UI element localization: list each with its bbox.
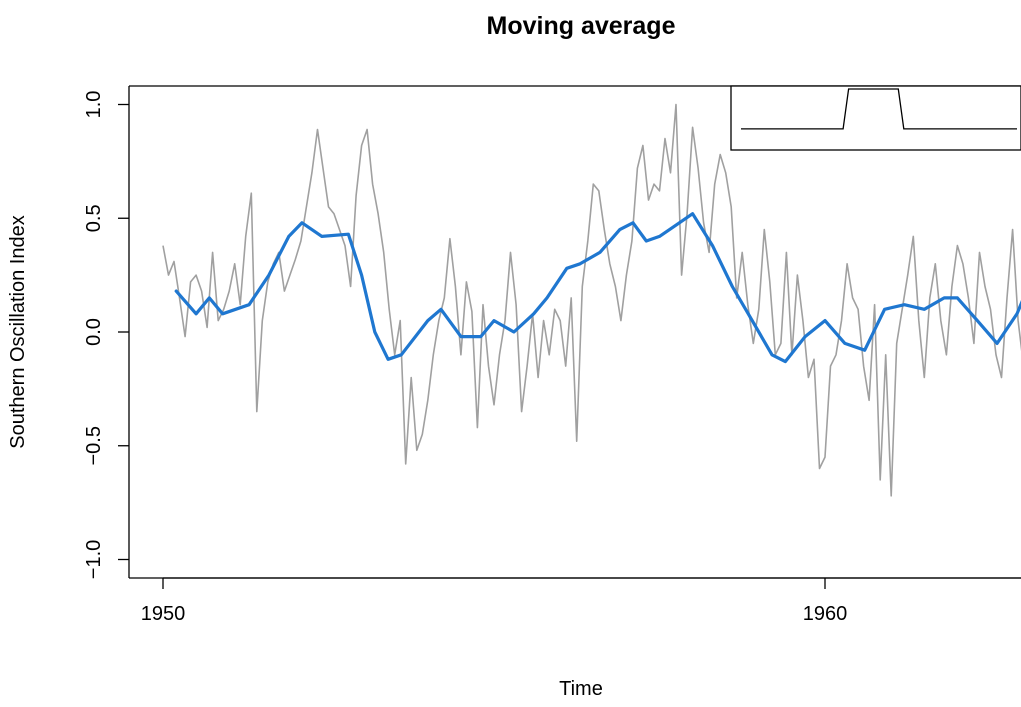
raw-series-line (162, 103, 1021, 497)
moving-average-line (174, 212, 1021, 364)
x-axis: 1950196019701980 (141, 577, 1021, 625)
inset-frame (730, 85, 1021, 151)
y-tick-label: 0.5 (83, 204, 105, 232)
y-tick-label: −0.5 (83, 426, 105, 465)
y-axis-label: Southern Oscillation Index (7, 215, 29, 448)
kernel-weight-inset (730, 85, 1021, 151)
x-axis-label: Time (559, 678, 603, 700)
raw-series (162, 103, 1021, 497)
x-tick-label: 1960 (803, 603, 848, 625)
y-tick-label: 0.0 (83, 318, 105, 346)
y-axis: −1.0 −0.5 0.0 0.5 1.0 (83, 91, 129, 579)
chart-title: Moving average (487, 12, 676, 40)
inset-weight-line (741, 88, 1017, 130)
moving-average-series (174, 212, 1021, 364)
y-tick-label: −1.0 (83, 540, 105, 579)
x-tick-label: 1950 (141, 603, 186, 625)
y-tick-label: 1.0 (83, 91, 105, 119)
